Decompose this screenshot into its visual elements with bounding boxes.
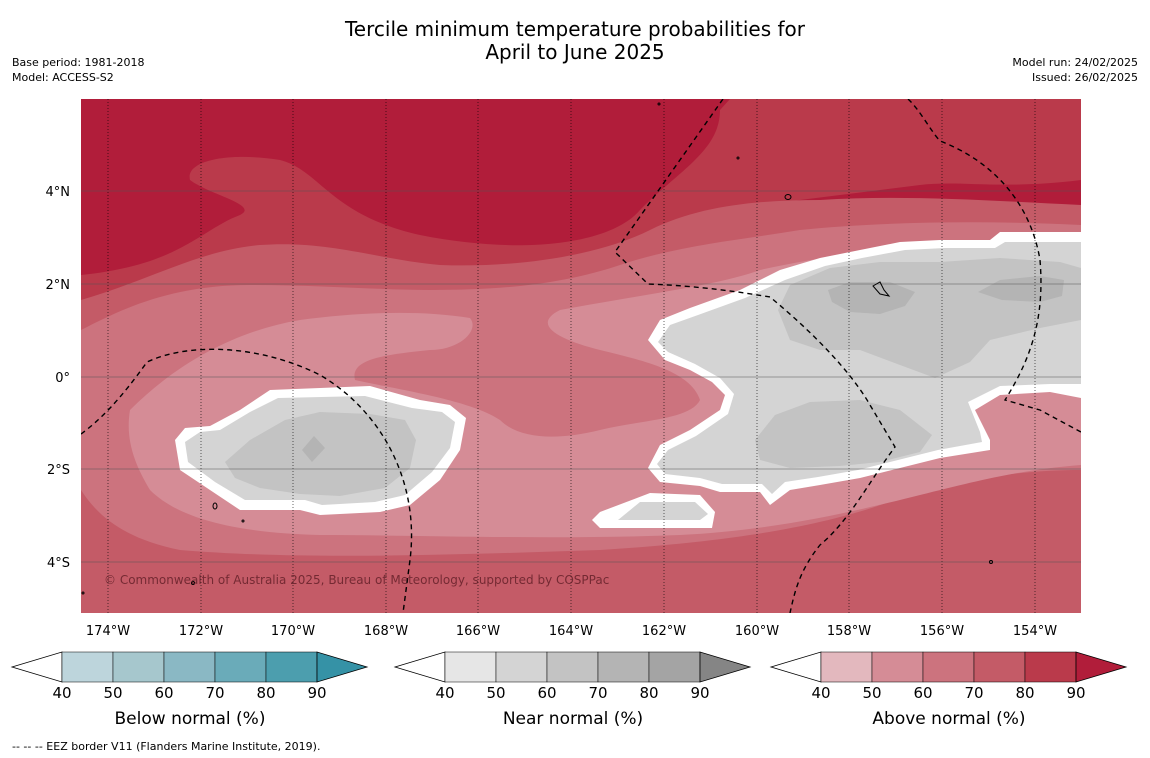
lon-label: 172°W <box>179 624 223 639</box>
colorbar-tick-label: 50 <box>103 684 123 702</box>
meta-right: Model run: 24/02/2025 Issued: 26/02/2025 <box>1012 55 1138 85</box>
lat-label: 4°N <box>46 185 71 200</box>
lon-label: 168°W <box>364 624 408 639</box>
colorbar-segment <box>265 651 318 683</box>
colorbar-label-below: Below normal (%) <box>114 709 266 729</box>
colorbar-extend-high <box>316 651 369 683</box>
island-2 <box>872 281 891 297</box>
colorbar-segment <box>1024 651 1077 683</box>
colorbar-segment <box>597 651 650 683</box>
colorbar-extend-high <box>699 651 752 683</box>
colorbar-above-normal <box>769 651 1128 683</box>
lon-labels: 174°W 172°W 170°W 168°W 166°W 164°W 162°… <box>86 624 1057 639</box>
colorbar-tick-label: 60 <box>913 684 933 702</box>
colorbar-segment <box>163 651 216 683</box>
island-4 <box>657 102 661 106</box>
lon-label: 162°W <box>642 624 686 639</box>
near-normal-70-west <box>302 436 325 462</box>
colorbar-tick-label: 40 <box>811 684 831 702</box>
near-normal-60-west <box>225 412 416 496</box>
colorbar-segment <box>973 651 1026 683</box>
island-1 <box>784 194 792 200</box>
colorbar-below-normal <box>10 651 369 683</box>
title-line-2: April to June 2025 <box>485 40 665 64</box>
lon-label: 166°W <box>456 624 500 639</box>
copyright-text: © Commonwealth of Australia 2025, Bureau… <box>104 573 609 587</box>
colorbar-tick-label: 90 <box>307 684 327 702</box>
islands <box>81 102 993 595</box>
map-fill <box>81 99 1081 613</box>
near-normal-50-south <box>618 502 708 520</box>
lat-label: 2°S <box>47 463 70 478</box>
colorbar-tick-label: 50 <box>862 684 882 702</box>
lat-gridlines <box>81 190 1081 563</box>
eez-borders <box>81 99 1081 613</box>
island-3 <box>212 502 218 510</box>
colorbar-tick-label: 70 <box>588 684 608 702</box>
colorbar-segment <box>444 651 497 683</box>
colorbar-segment <box>61 651 114 683</box>
title-line-1: Tercile minimum temperature probabilitie… <box>344 17 806 41</box>
lon-label: 158°W <box>827 624 871 639</box>
colorbar-tick-label: 70 <box>964 684 984 702</box>
colorbar-label-near: Near normal (%) <box>502 709 644 729</box>
meta-left: Base period: 1981-2018 Model: ACCESS-S2 <box>12 55 144 85</box>
lat-label: 4°S <box>47 556 70 571</box>
colorbar-segment <box>546 651 599 683</box>
probability-map: 4°N 2°N 0° 2°S 4°S 174°W 172°W 170°W 168… <box>46 99 1081 639</box>
colorbar-tick-label: 90 <box>1066 684 1086 702</box>
colorbar-segment <box>820 651 873 683</box>
colorbar-segment <box>922 651 975 683</box>
base-period: Base period: 1981-2018 <box>12 56 145 69</box>
near-normal-60-east-south <box>755 400 932 468</box>
colorbar-tick-label: 90 <box>690 684 710 702</box>
colorbar-tick-label: 80 <box>1015 684 1035 702</box>
lon-label: 170°W <box>271 624 315 639</box>
colorbar-segment <box>495 651 548 683</box>
colorbar-tick-label: 70 <box>205 684 225 702</box>
near-normal-70-east-a <box>828 282 915 314</box>
island-8 <box>241 519 245 523</box>
colorbar-tick-label: 50 <box>486 684 506 702</box>
colorbar-tick-label: 40 <box>435 684 455 702</box>
island-7 <box>191 581 195 585</box>
island-6 <box>989 560 993 564</box>
colorbar-segment <box>871 651 924 683</box>
lat-label: 0° <box>55 371 70 386</box>
colorbar-tick-label: 40 <box>52 684 72 702</box>
colorbar-near-normal <box>393 651 752 683</box>
island-9 <box>81 591 85 595</box>
lat-labels: 4°N 2°N 0° 2°S 4°S <box>46 185 71 571</box>
colorbar-tick-label: 80 <box>639 684 659 702</box>
colorbar-segment <box>112 651 165 683</box>
island-5 <box>736 156 740 160</box>
lon-label: 174°W <box>86 624 130 639</box>
colorbar-tick-label: 60 <box>154 684 174 702</box>
colorbar-tick-label: 60 <box>537 684 557 702</box>
colorbar-label-above: Above normal (%) <box>872 709 1026 729</box>
lon-label: 164°W <box>549 624 593 639</box>
lat-label: 2°N <box>46 278 71 293</box>
model-name: Model: ACCESS-S2 <box>12 71 114 84</box>
near-normal-70-east-b <box>978 276 1064 302</box>
colorbar-extend-low <box>769 651 822 683</box>
map-title: Tercile minimum temperature probabilitie… <box>0 18 1150 64</box>
colorbar-tick-label: 80 <box>256 684 276 702</box>
colorbar-segment <box>648 651 701 683</box>
colorbar-extend-low <box>10 651 63 683</box>
colorbar-segment <box>214 651 267 683</box>
issued-date: Issued: 26/02/2025 <box>1031 71 1138 84</box>
eez-footnote: -- -- -- EEZ border V11 (Flanders Marine… <box>12 740 321 753</box>
lon-label: 154°W <box>1013 624 1057 639</box>
lon-label: 156°W <box>920 624 964 639</box>
model-run: Model run: 24/02/2025 <box>1012 56 1138 69</box>
colorbar-extend-low <box>393 651 446 683</box>
colorbar-extend-high <box>1075 651 1128 683</box>
lon-label: 160°W <box>735 624 779 639</box>
